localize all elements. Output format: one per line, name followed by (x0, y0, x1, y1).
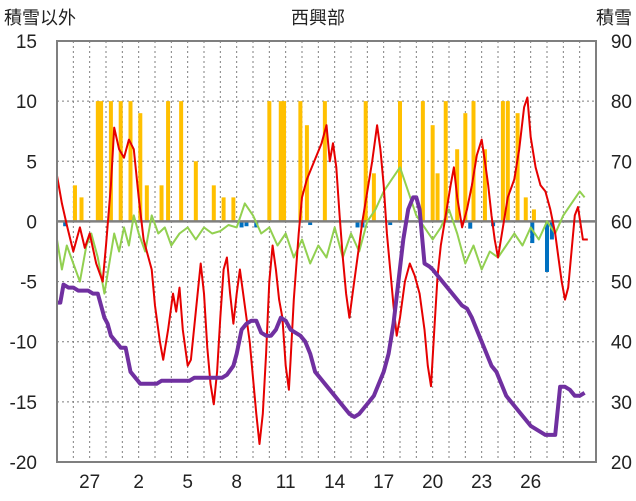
bar (193, 161, 198, 222)
x-tick-label: 14 (324, 472, 346, 493)
bar (118, 101, 123, 222)
x-tick-label: 8 (231, 472, 242, 493)
bar (463, 113, 468, 222)
bar (239, 221, 244, 228)
bar (471, 101, 476, 222)
right-tick-label: 50 (611, 273, 632, 294)
bar (221, 197, 226, 222)
bar (95, 101, 100, 222)
left-tick-label: 5 (26, 152, 37, 173)
left-tick-label: -5 (20, 273, 37, 294)
bar (355, 221, 360, 228)
bar (308, 221, 313, 226)
x-tick-label: 2 (133, 472, 144, 493)
bar (482, 149, 487, 222)
bar (179, 101, 184, 222)
bar (144, 185, 149, 222)
bar (282, 101, 287, 222)
x-tick-label: 11 (276, 472, 296, 493)
bar (244, 221, 249, 227)
x-tick-label: 26 (520, 472, 541, 493)
left-tick-label: -15 (10, 393, 37, 414)
bar (298, 101, 303, 222)
bar (128, 101, 133, 222)
left-tick-label: 0 (26, 212, 37, 233)
bar (138, 113, 143, 222)
bar (455, 149, 460, 222)
bar (278, 101, 283, 222)
left-axis-title: 積雪以外 (4, 8, 76, 28)
bar (267, 101, 272, 222)
left-tick-label: -20 (10, 453, 37, 474)
x-tick-label: 23 (471, 472, 492, 493)
bar (63, 221, 68, 227)
series-line (56, 96, 588, 445)
bar (371, 173, 376, 222)
bar (530, 221, 535, 244)
bar (443, 101, 448, 222)
bar (388, 221, 393, 226)
right-tick-label: 90 (611, 32, 632, 53)
bar (531, 209, 536, 222)
x-tick-label: 27 (79, 472, 100, 493)
x-tick-label: 20 (422, 472, 443, 493)
right-tick-label: 70 (611, 152, 632, 173)
bar (108, 101, 113, 222)
bar (398, 101, 402, 222)
right-axis-title: 積雪 (596, 8, 632, 28)
bar (211, 185, 216, 222)
bar (515, 113, 520, 222)
series-line (57, 195, 586, 437)
bar (420, 101, 425, 222)
series-line (56, 166, 586, 295)
bar (435, 173, 440, 222)
bar (231, 197, 236, 222)
bar (549, 221, 554, 240)
right-tick-label: 80 (611, 92, 632, 113)
bar (166, 101, 171, 222)
bar (545, 221, 549, 272)
right-tick-label: 60 (611, 212, 632, 233)
left-tick-label: 10 (16, 92, 37, 113)
bar (468, 221, 473, 229)
right-tick-label: 20 (611, 453, 632, 474)
bar (363, 101, 368, 222)
bar (99, 101, 104, 222)
right-tick-label: 40 (611, 333, 632, 354)
bar (505, 101, 510, 222)
bar (79, 197, 84, 222)
bar (500, 101, 505, 222)
left-tick-label: 15 (16, 32, 37, 53)
bar (159, 185, 164, 222)
right-tick-label: 30 (611, 393, 632, 414)
chart-title: 西興部 (291, 8, 345, 28)
bar (322, 101, 327, 222)
bar (523, 197, 528, 222)
plot-frame (56, 40, 597, 463)
bar (430, 125, 435, 222)
bar (304, 125, 309, 222)
x-tick-label: 17 (373, 472, 394, 493)
x-tick-label: 5 (182, 472, 193, 493)
bar (72, 185, 77, 222)
left-tick-label: -10 (10, 333, 37, 354)
